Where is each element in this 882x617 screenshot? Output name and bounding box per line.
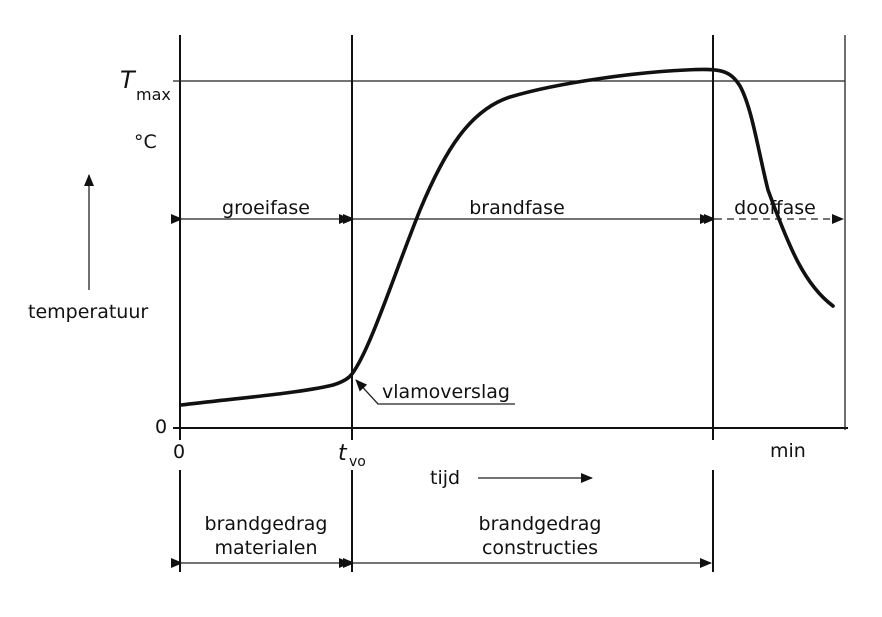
- x-tvo-sub: vo: [349, 454, 366, 470]
- phase-label-dooffase: dooffase: [734, 197, 816, 219]
- x-unit-label: min: [770, 440, 806, 462]
- behaviour-materialen-line1: brandgedrag: [205, 513, 328, 535]
- behaviour-constructies-line1: brandgedrag: [479, 513, 602, 535]
- y-zero-label: 0: [155, 416, 167, 438]
- vlamoverslag-pointer: [355, 379, 515, 405]
- y-unit-label: °C: [134, 131, 157, 153]
- y-max-label: T: [120, 66, 137, 94]
- behaviour-materialen-line2: materialen: [214, 537, 317, 559]
- x-zero-label: 0: [173, 441, 185, 463]
- y-axis-label: temperatuur: [28, 301, 148, 323]
- y-max-sub: max: [136, 85, 171, 104]
- phase-label-groeifase: groeifase: [222, 197, 310, 219]
- x-axis-label: tijd: [430, 467, 460, 489]
- behaviour-constructies-line2: constructies: [482, 537, 598, 559]
- phase-label-brandfase: brandfase: [469, 197, 565, 219]
- vlamoverslag-label: vlamoverslag: [382, 381, 510, 403]
- temperature-curve: [179, 67, 835, 407]
- x-tvo-label: t: [338, 441, 348, 466]
